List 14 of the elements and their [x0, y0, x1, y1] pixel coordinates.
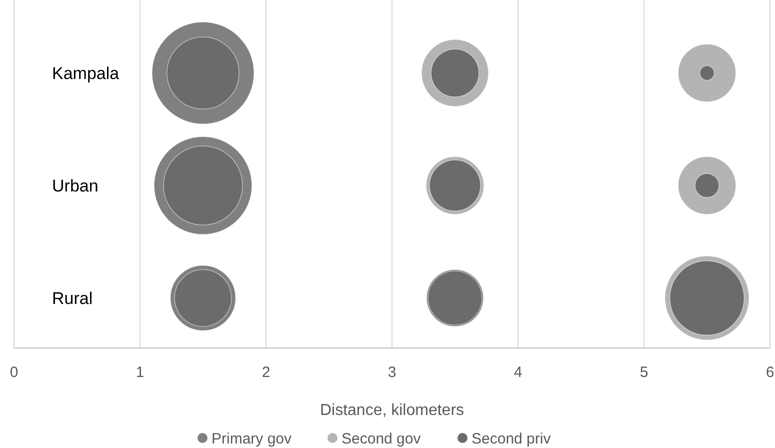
x-tick-label: 2 [262, 364, 270, 381]
x-tick-label: 1 [136, 364, 144, 381]
x-tick-label: 3 [388, 364, 396, 381]
legend-label: Second gov [342, 430, 422, 448]
y-tick-label: Urban [52, 176, 98, 196]
x-tick-label: 0 [10, 364, 18, 381]
x-tick-label: 4 [514, 364, 522, 381]
x-tick-label: 6 [766, 364, 774, 381]
y-tick-label: Kampala [52, 64, 120, 83]
y-tick-label: Rural [52, 289, 93, 308]
x-axis-title: Distance, kilometers [320, 402, 464, 419]
legend-label: Second priv [472, 430, 552, 448]
legend-label: Primary gov [212, 430, 292, 448]
x-tick-label: 5 [640, 364, 648, 381]
